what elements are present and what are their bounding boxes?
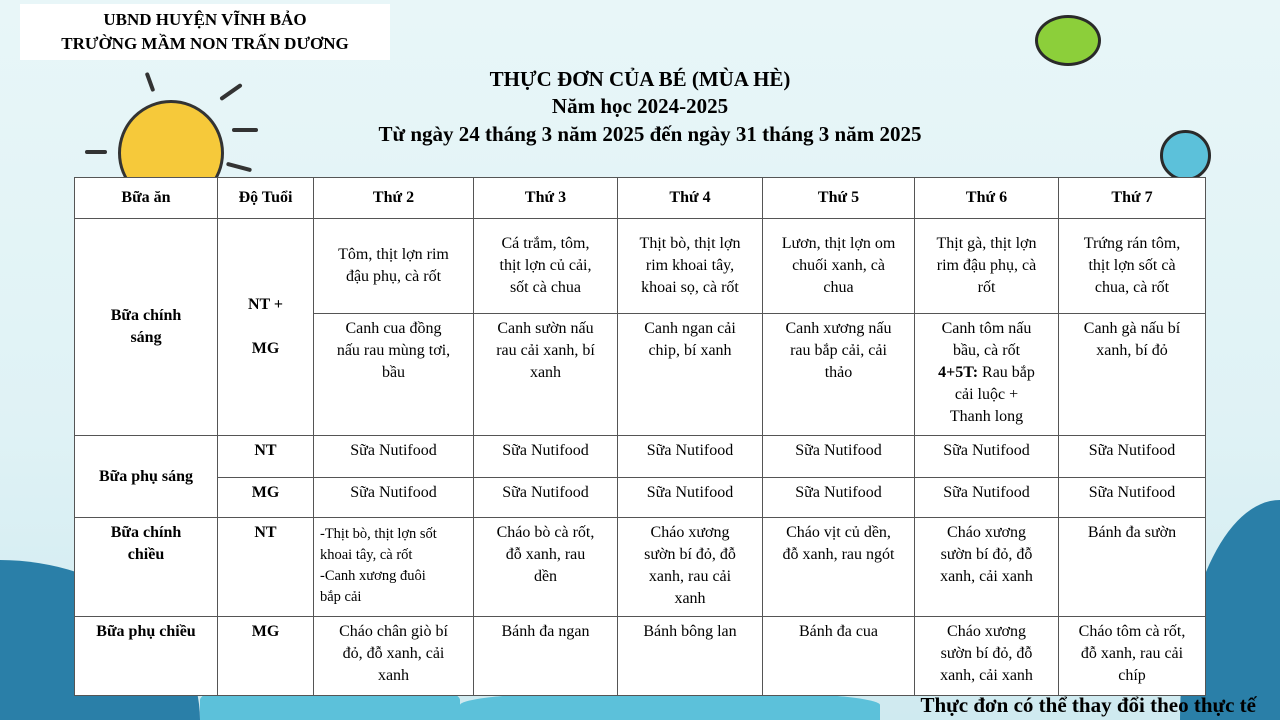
header-day: Thứ 2 [313,177,474,219]
menu-cell: Canh xương nấu rau bắp cải, cải thảo [762,313,915,436]
table-row: MG Sữa Nutifood Sữa Nutifood Sữa Nutifoo… [75,477,1206,518]
menu-cell: Sữa Nutifood [1058,435,1206,478]
age-group: NT [217,435,314,478]
menu-cell: Sữa Nutifood [914,477,1059,518]
age-note-text: Rau bắp cải luộc + Thanh long [949,364,1035,425]
meal-name: Bữa chính chiều [74,517,218,617]
menu-cell: Cháo xương sườn bí đỏ, đỗ xanh, cải xanh [914,616,1059,696]
menu-table: Bữa ăn Độ Tuổi Thứ 2 Thứ 3 Thứ 4 Thứ 5 T… [74,177,1206,696]
table-row: Canh cua đồng nấu rau mùng tơi, bầu Canh… [75,313,1206,436]
menu-cell: Canh tôm nấu bầu, cà rốt 4+5T: Rau bắp cả… [914,313,1059,436]
menu-cell: Cháo xương sườn bí đỏ, đỗ xanh, rau cải … [617,517,763,617]
menu-cell: Canh cua đồng nấu rau mùng tơi, bầu [313,313,474,436]
age-group: MG [217,477,314,518]
menu-cell: Lươn, thịt lợn om chuối xanh, cà chua [762,218,915,314]
page-title: THỰC ĐƠN CỦA BÉ (MÙA HÈ) [489,67,791,91]
menu-cell: Sữa Nutifood [1058,477,1206,518]
menu-cell: Sữa Nutifood [313,435,474,478]
menu-cell: Sữa Nutifood [473,435,618,478]
table-header-row: Bữa ăn Độ Tuổi Thứ 2 Thứ 3 Thứ 4 Thứ 5 T… [74,177,1206,219]
age-group: NT + MG [217,218,314,436]
menu-cell: Sữa Nutifood [617,435,763,478]
school-name: TRƯỜNG MẦM NON TRẤN DƯƠNG [61,34,349,53]
header-day: Thứ 7 [1058,177,1206,219]
menu-cell: Canh sườn nấu rau cải xanh, bí xanh [473,313,618,436]
table-row: Bữa phụ chiều MG Cháo chân giò bí đỏ, đỗ… [74,616,1206,696]
menu-cell: Cá trắm, tôm, thịt lợn củ cải, sốt cà ch… [473,218,618,314]
header-day: Thứ 4 [617,177,763,219]
district-name: UBND HUYỆN VĨNH BẢO [103,10,307,29]
table-row: Bữa chính chiều NT -Thịt bò, thịt lợn số… [74,517,1206,617]
menu-titles: THỰC ĐƠN CỦA BÉ (MÙA HÈ) Năm học 2024-20… [0,66,1280,148]
age-note-label: 4+5T: [938,364,979,381]
sun-ray [85,150,107,154]
menu-cell: Sữa Nutifood [313,477,474,518]
menu-cell: Tôm, thịt lợn rim đậu phụ, cà rốt [313,218,474,314]
menu-cell: Canh ngan cải chip, bí xanh [617,313,763,436]
menu-cell: Cháo bò cà rốt, đỗ xanh, rau dền [473,517,618,617]
header-day: Thứ 3 [473,177,618,219]
menu-cell: Cháo xương sườn bí đỏ, đỗ xanh, cải xanh [914,517,1059,617]
meal-name: Bữa phụ chiều [74,616,218,696]
sun-ray [225,161,253,173]
menu-cell: Bánh bông lan [617,616,763,696]
meal-name: Bữa chính sáng [74,218,218,436]
menu-cell: Sữa Nutifood [473,477,618,518]
header-age: Độ Tuổi [217,177,314,219]
school-header: UBND HUYỆN VĨNH BẢO TRƯỜNG MẦM NON TRẤN … [20,4,390,60]
meal-name: Bữa phụ sáng [74,435,218,518]
sun-ray [232,128,258,132]
menu-cell: Bánh đa sườn [1058,517,1206,617]
header-meal: Bữa ăn [74,177,218,219]
menu-cell: Cháo vịt củ dền, đỗ xanh, rau ngót [762,517,915,617]
menu-cell: Thịt gà, thịt lợn rim đậu phụ, cà rốt [914,218,1059,314]
menu-cell: Sữa Nutifood [762,435,915,478]
menu-cell: Thịt bò, thịt lợn rim khoai tây, khoai s… [617,218,763,314]
soup-text: Canh tôm nấu bầu, cà rốt [941,320,1032,359]
age-group: MG [217,616,314,696]
menu-cell: Cháo chân giò bí đỏ, đỗ xanh, cải xanh [313,616,474,696]
menu-cell: Bánh đa ngan [473,616,618,696]
menu-cell: Cháo tôm cà rốt, đỗ xanh, rau cải chíp [1058,616,1206,696]
menu-note: Thực đơn có thể thay đổi theo thực tế [920,693,1257,717]
menu-cell: Bánh đa cua [762,616,915,696]
menu-cell: Canh gà nấu bí xanh, bí đỏ [1058,313,1206,436]
date-range: Từ ngày 24 tháng 3 năm 2025 đến ngày 31 … [378,122,922,146]
header-day: Thứ 5 [762,177,915,219]
swirl-decoration [1035,15,1101,66]
menu-cell: Sữa Nutifood [617,477,763,518]
menu-cell: Sữa Nutifood [914,435,1059,478]
menu-cell: Sữa Nutifood [762,477,915,518]
menu-cell: Trứng rán tôm, thịt lợn sốt cà chua, cà … [1058,218,1206,314]
age-group: NT [217,517,314,617]
table-row: Bữa phụ sáng NT Sữa Nutifood Sữa Nutifoo… [74,435,1206,518]
table-row: Bữa chính sáng NT + MG Tôm, thịt lợn rim… [74,218,1206,436]
school-year: Năm học 2024-2025 [551,94,729,118]
header-day: Thứ 6 [914,177,1059,219]
menu-cell: -Thịt bò, thịt lợn sốt khoai tây, cà rốt… [313,517,474,617]
